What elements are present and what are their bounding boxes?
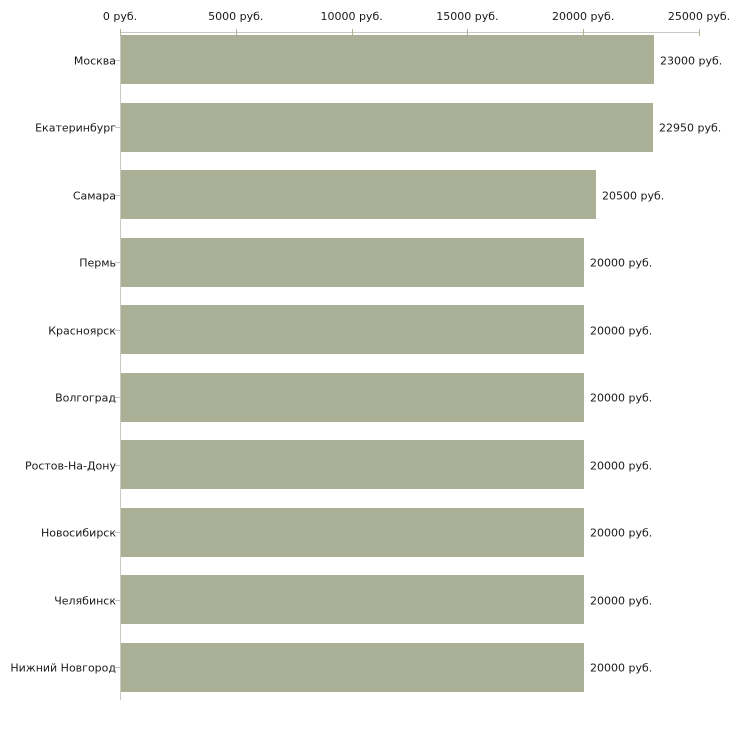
value-label: 20000 руб. xyxy=(590,324,653,337)
x-axis-tick-label: 25000 руб. xyxy=(667,10,730,23)
category-label: Екатеринбург xyxy=(35,121,116,135)
x-axis-line xyxy=(120,32,700,33)
category-label: Челябинск xyxy=(54,594,116,607)
y-axis-tick-mark xyxy=(115,667,120,668)
bar-3 xyxy=(121,170,596,219)
x-axis-tick-mark xyxy=(120,29,121,36)
y-axis-tick-mark xyxy=(115,262,120,263)
y-axis-tick-mark xyxy=(115,330,120,331)
bar-10 xyxy=(121,642,584,692)
value-label: 20000 руб. xyxy=(590,661,653,675)
category-label: Пермь xyxy=(79,256,116,270)
value-label: 20000 руб. xyxy=(590,594,653,607)
y-axis-tick-mark xyxy=(115,195,120,196)
bar-9 xyxy=(121,575,584,624)
bar-4 xyxy=(121,237,584,287)
x-axis-tick-label: 10000 руб. xyxy=(320,10,383,23)
y-axis-tick-mark xyxy=(115,127,120,128)
value-label: 22950 руб. xyxy=(659,121,722,135)
bar-1 xyxy=(121,35,654,84)
y-axis-tick-mark xyxy=(115,465,120,466)
category-label: Новосибирск xyxy=(40,526,116,540)
category-label: Красноярск xyxy=(48,324,116,337)
category-label: Самара xyxy=(72,189,116,202)
x-axis-tick-mark xyxy=(583,29,585,36)
x-axis-tick-label: 0 руб. xyxy=(102,10,138,23)
value-label: 20500 руб. xyxy=(602,189,665,202)
x-axis-tick-label: 20000 руб. xyxy=(552,10,615,23)
y-axis-tick-mark xyxy=(115,397,120,398)
x-axis-tick-mark xyxy=(467,29,469,36)
x-axis-tick-mark xyxy=(235,29,237,36)
bar-7 xyxy=(121,440,584,489)
value-label: 20000 руб. xyxy=(590,526,653,540)
bar-8 xyxy=(121,507,584,557)
x-axis-tick-label: 15000 руб. xyxy=(436,10,499,23)
value-label: 20000 руб. xyxy=(590,256,653,270)
y-axis-tick-mark xyxy=(115,532,120,533)
category-label: Ростов-На-Дону xyxy=(24,459,116,472)
bar-5 xyxy=(121,305,584,354)
x-axis-tick-label: 5000 руб. xyxy=(208,10,264,23)
y-axis-tick-mark xyxy=(115,600,120,601)
bar-6 xyxy=(121,372,584,422)
y-axis-line xyxy=(120,32,121,700)
bar-2 xyxy=(121,102,653,152)
x-axis-tick-mark xyxy=(699,29,700,36)
category-label: Нижний Новгород xyxy=(10,661,116,675)
category-label: Москва xyxy=(73,54,116,67)
value-label: 20000 руб. xyxy=(590,391,653,405)
category-label: Волгоград xyxy=(55,391,116,405)
x-axis-tick-mark xyxy=(351,29,353,36)
value-label: 20000 руб. xyxy=(590,459,653,472)
y-axis-tick-mark xyxy=(115,60,120,61)
value-label: 23000 руб. xyxy=(660,54,723,67)
